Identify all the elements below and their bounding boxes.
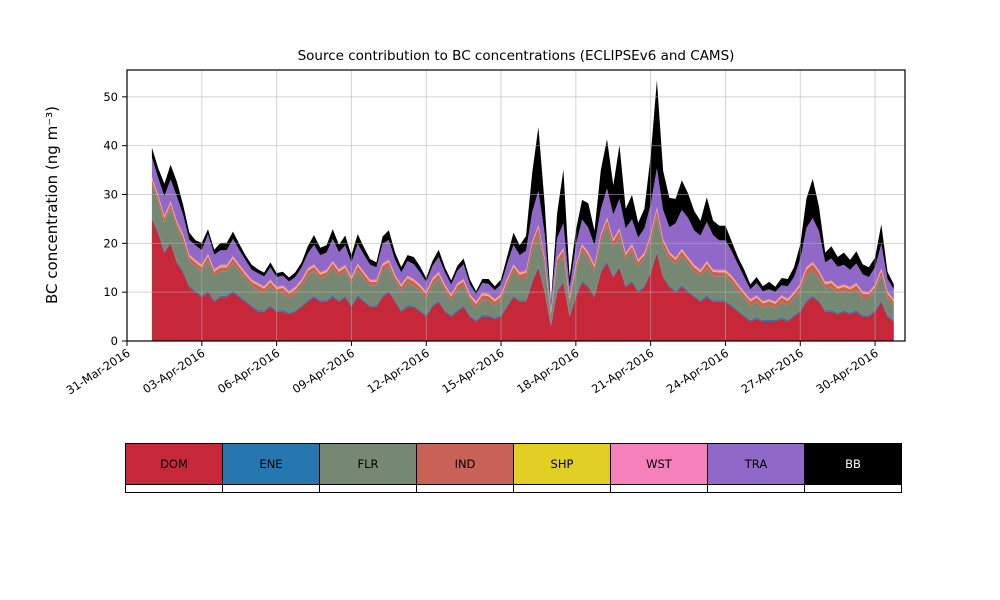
chart-title: Source contribution to BC concentrations…	[297, 48, 735, 64]
y-tick-label: 40	[103, 139, 118, 153]
legend-label: FLR	[357, 457, 379, 471]
legend-label: BB	[845, 457, 861, 471]
x-tick-label: 15-Apr-2016	[439, 346, 506, 396]
y-tick-label: 10	[103, 285, 118, 299]
legend-label: WST	[646, 457, 672, 471]
legend-item-FLR: FLR	[319, 443, 417, 485]
legend-item-TRA: TRA	[707, 443, 805, 485]
legend-label: DOM	[160, 457, 188, 471]
legend-label: IND	[454, 457, 476, 471]
legend-item-ENE: ENE	[222, 443, 320, 485]
x-tick-label: 09-Apr-2016	[290, 346, 357, 396]
area-FLR	[151, 183, 894, 325]
x-tick-label: 06-Apr-2016	[215, 346, 282, 396]
legend-label: TRA	[744, 457, 768, 471]
y-tick-label: 20	[103, 236, 118, 250]
legend-item-IND: IND	[416, 443, 514, 485]
plot-frame	[126, 69, 906, 342]
y-tick-label: 30	[103, 188, 118, 202]
y-tick-label: 50	[103, 90, 118, 104]
x-tick-label: 24-Apr-2016	[664, 346, 731, 396]
legend-item-BB: BB	[804, 443, 902, 485]
y-tick-label: 0	[111, 334, 118, 348]
x-tick-label: 12-Apr-2016	[365, 346, 432, 396]
x-tick-label: 30-Apr-2016	[813, 346, 880, 396]
x-tick-label: 31-Mar-2016	[64, 346, 133, 398]
x-tick-label: 18-Apr-2016	[514, 346, 581, 396]
legend-subrow	[125, 485, 902, 493]
area-DOM	[151, 218, 894, 341]
legend-subcell	[804, 485, 902, 493]
legend-subcell	[125, 485, 223, 493]
legend-subcell	[319, 485, 417, 493]
legend-item-DOM: DOM	[125, 443, 223, 485]
legend-subcell	[222, 485, 320, 493]
legend-label: SHP	[550, 457, 574, 471]
x-tick-label: 27-Apr-2016	[739, 346, 806, 396]
legend-item-SHP: SHP	[513, 443, 611, 485]
legend-subcell	[610, 485, 708, 493]
legend-subcell	[513, 485, 611, 493]
area-ENE	[151, 217, 894, 327]
legend-subcell	[707, 485, 805, 493]
x-tick-label: 21-Apr-2016	[589, 346, 656, 396]
legend-label: ENE	[259, 457, 283, 471]
x-tick-label: 03-Apr-2016	[140, 346, 207, 396]
legend-row: DOM ENE FLR IND SHP WST TRA BB	[125, 443, 902, 485]
legend-subcell	[416, 485, 514, 493]
legend-item-WST: WST	[610, 443, 708, 485]
legend: DOM ENE FLR IND SHP WST TRA BB	[125, 443, 902, 493]
